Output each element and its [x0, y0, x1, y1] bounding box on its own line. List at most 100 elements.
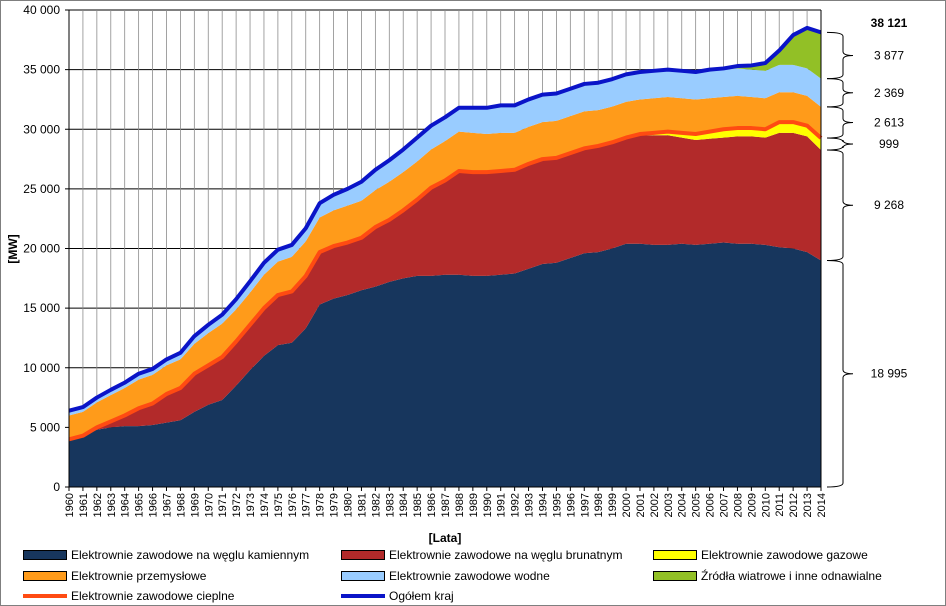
y-tick-label: 25 000 — [23, 182, 60, 196]
bracket-3 — [826, 106, 854, 139]
x-tick-label: 2007 — [719, 493, 731, 517]
area-series-1 — [69, 132, 821, 440]
legend-swatch-wind — [653, 571, 697, 581]
x-tick-label: 1999 — [607, 493, 619, 517]
x-tick-label: 2011 — [774, 493, 786, 517]
legend-swatch-hydro — [341, 571, 385, 581]
x-tick-label: 2006 — [705, 493, 717, 517]
y-axis-title: [MW] — [6, 234, 20, 263]
stacked-area-chart: 0 5 000 10 000 15 000 20 000 25 000 30 000 35 0… — [6, 3, 908, 545]
x-tick-label: 1965 — [134, 493, 146, 517]
bracket-label: 999 — [879, 137, 899, 151]
legend-item-lignite: Elektrownie zawodowe na węglu brunatnym — [341, 547, 622, 563]
line-series-total — [68, 25, 822, 413]
x-tick-label: 2012 — [788, 493, 800, 517]
legend-swatch-industrial — [23, 571, 67, 581]
legend-label-industrial: Elektrownie przemysłowe — [71, 569, 207, 583]
x-tick-label: 1978 — [315, 493, 327, 517]
legend-label-wind: Źródła wiatrowe i inne odnawialne — [701, 569, 882, 583]
x-tick-label: 1966 — [148, 493, 160, 517]
x-tick-label: 2009 — [746, 493, 758, 517]
x-axis-title: [Lata] — [429, 531, 462, 545]
bracket-0 — [826, 259, 854, 488]
bracket-2 — [826, 137, 854, 151]
x-tick-label: 2004 — [677, 493, 689, 517]
legend-label-total: Ogółem kraj — [389, 589, 454, 603]
x-tick-label: 1970 — [203, 493, 215, 517]
bracket-label: 18 995 — [871, 367, 908, 381]
x-tick-label: 1988 — [454, 493, 466, 517]
x-tick-label: 1981 — [356, 493, 368, 517]
x-tick-label: 1990 — [482, 493, 494, 517]
x-tick-label: 1997 — [579, 493, 591, 517]
x-tick-label: 1979 — [329, 493, 341, 517]
x-tick-label: 1983 — [384, 493, 396, 517]
x-tick-label: 1995 — [551, 493, 563, 517]
legend-label-hard-coal: Elektrownie zawodowe na węglu kamiennym — [71, 548, 310, 562]
x-tick-label: 1974 — [259, 493, 271, 517]
bracket-label: 9 268 — [874, 198, 904, 212]
legend-item-thermal: Elektrownie zawodowe cieplne — [23, 588, 234, 604]
x-tick-label: 1992 — [510, 493, 522, 517]
x-tick-label: 1994 — [537, 493, 549, 517]
x-tick-label: 1968 — [175, 493, 187, 517]
bracket-label: 2 369 — [874, 86, 904, 100]
x-tick-label: 1976 — [287, 493, 299, 517]
x-tick-label: 1969 — [189, 493, 201, 517]
legend-item-hydro: Elektrownie zawodowe wodne — [341, 568, 550, 584]
x-tick-label: 1984 — [398, 493, 410, 517]
total-label: 38 121 — [871, 16, 908, 30]
x-tick-label: 1989 — [468, 493, 480, 517]
legend-item-total: Ogółem kraj — [341, 588, 454, 604]
legend-item-industrial: Elektrownie przemysłowe — [23, 568, 206, 584]
bracket-label: 3 877 — [874, 49, 904, 63]
bracket-5 — [826, 31, 854, 80]
x-tick-label: 1961 — [78, 493, 90, 517]
x-tick-label: 1977 — [301, 493, 313, 517]
x-tick-label: 2005 — [691, 493, 703, 517]
y-tick-label: 15 000 — [23, 301, 60, 315]
x-tick-label: 2001 — [635, 493, 647, 517]
legend-item-hard-coal: Elektrownie zawodowe na węglu kamiennym — [23, 547, 309, 563]
legend-label-hydro: Elektrownie zawodowe wodne — [389, 569, 550, 583]
x-tick-label: 2014 — [816, 493, 828, 517]
y-tick-label: 40 000 — [23, 3, 60, 17]
bracket-1 — [826, 149, 854, 261]
legend-label-gas: Elektrownie zawodowe gazowe — [701, 548, 868, 562]
x-tick-label: 1985 — [412, 493, 424, 517]
legend-item-gas: Elektrownie zawodowe gazowe — [653, 547, 868, 563]
legend-swatch-total — [341, 594, 385, 598]
y-tick-label: 35 000 — [23, 63, 60, 77]
legend-swatch-lignite — [341, 550, 385, 560]
legend-label-thermal: Elektrownie zawodowe cieplne — [71, 589, 235, 603]
x-tick-label: 1973 — [245, 493, 257, 517]
legend-swatch-hard-coal — [23, 550, 67, 560]
x-tick-label: 2013 — [802, 493, 814, 517]
x-tick-label: 1996 — [565, 493, 577, 517]
x-tick-label: 1998 — [593, 493, 605, 517]
x-tick-label: 1971 — [217, 493, 229, 517]
y-tick-label: 20 000 — [23, 242, 60, 256]
x-tick-label: 1982 — [370, 493, 382, 517]
legend-swatch-gas — [653, 550, 697, 560]
x-tick-label: 2010 — [760, 493, 772, 517]
y-tick-label: 5 000 — [30, 420, 60, 434]
x-tick-label: 1972 — [231, 493, 243, 517]
x-tick-label: 1991 — [496, 493, 508, 517]
x-tick-label: 1993 — [524, 493, 536, 517]
legend: Elektrownie zawodowe na węglu kamiennym … — [23, 547, 933, 605]
x-tick-label: 1962 — [92, 493, 104, 517]
x-tick-label: 2000 — [621, 493, 633, 517]
bracket-4 — [826, 78, 854, 108]
legend-item-wind: Źródła wiatrowe i inne odnawialne — [653, 568, 882, 584]
x-tick-label: 1980 — [343, 493, 355, 517]
x-tick-label: 2002 — [649, 493, 661, 517]
legend-label-lignite: Elektrownie zawodowe na węglu brunatnym — [389, 548, 623, 562]
x-tick-label: 1960 — [64, 493, 76, 517]
area-series-4 — [69, 64, 821, 416]
x-tick-label: 1975 — [273, 493, 285, 517]
y-tick-label: 30 000 — [23, 122, 60, 136]
x-tick-label: 1967 — [161, 493, 173, 517]
x-tick-label: 2008 — [732, 493, 744, 517]
